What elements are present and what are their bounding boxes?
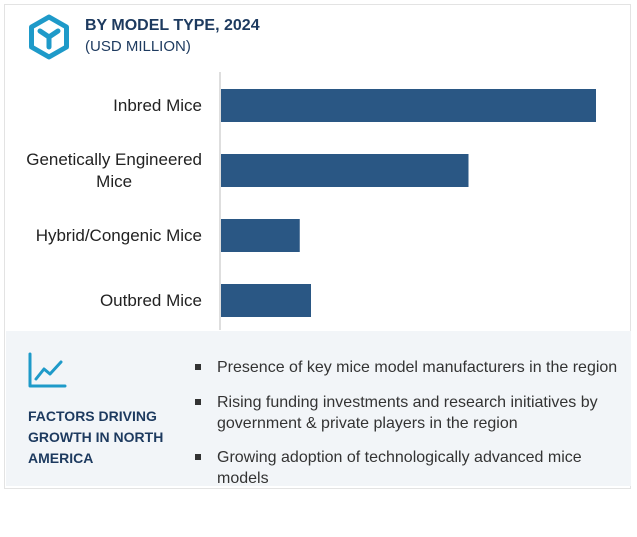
figure-frame: [4, 4, 631, 489]
category-label-line: Inbred Mice: [113, 95, 202, 115]
hexagon-logo-icon: [29, 14, 69, 60]
factor-text: Rising funding investments and research …: [217, 394, 598, 432]
factors-title: FACTORS DRIVING GROWTH IN NORTH AMERICA: [28, 408, 164, 466]
bar-chart: [219, 72, 596, 330]
factor-item: Presence of key mice model manufacturers…: [193, 357, 623, 378]
factor-item: Growing adoption of technologically adva…: [193, 447, 623, 489]
category-label: Outbred Mice: [100, 290, 202, 312]
factor-text: Growing adoption of technologically adva…: [217, 449, 582, 487]
bar-outbred-mice: [221, 284, 311, 317]
chart-title: BY MODEL TYPE, 2024: [85, 17, 260, 34]
category-label: Inbred Mice: [113, 95, 202, 117]
bullet-square-icon: [195, 364, 201, 370]
bar-hybrid-congenic-mice: [221, 219, 300, 252]
category-label-line: Genetically Engineered: [26, 149, 202, 169]
category-label-line: Outbred Mice: [99, 290, 202, 310]
factor-text: Presence of key mice model manufacturers…: [217, 359, 618, 376]
bullet-square-icon: [195, 399, 201, 405]
bar-genetically-engineered-mice: [221, 154, 469, 187]
trend-chart-icon: [28, 352, 67, 388]
category-label-line: Mice: [96, 171, 133, 191]
category-label-line: Hybrid/Congenic Mice: [35, 225, 202, 245]
factor-item: Rising funding investments and research …: [193, 392, 623, 434]
chart-subtitle: (USD MILLION): [85, 38, 191, 55]
factors-list: Presence of key mice model manufacturers…: [193, 357, 623, 489]
factors-panel: [6, 331, 631, 486]
bar-inbred-mice: [221, 89, 596, 122]
category-label: Genetically Engineered Mice: [26, 149, 202, 193]
category-label: Hybrid/Congenic Mice: [36, 225, 202, 247]
bullet-square-icon: [195, 454, 201, 460]
